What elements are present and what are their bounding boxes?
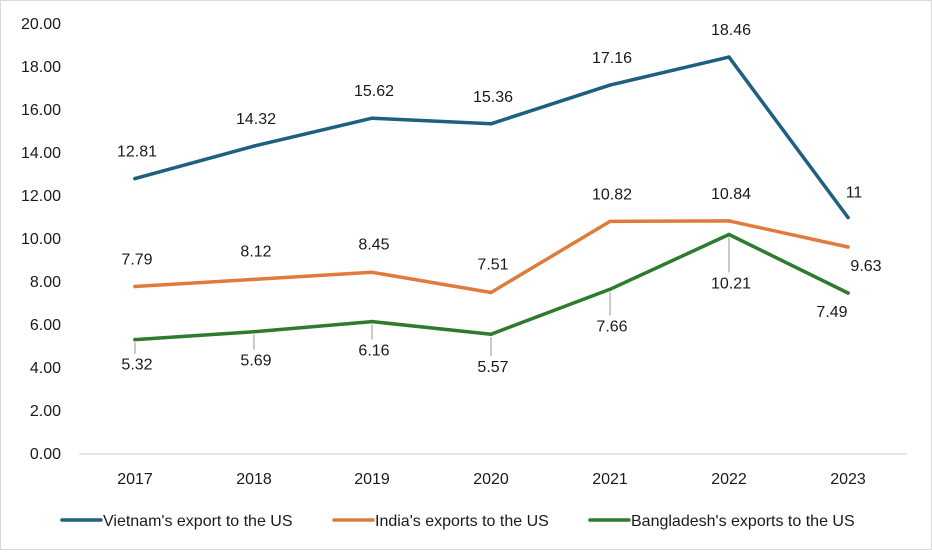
y-tick-label: 12.00 — [21, 188, 61, 205]
data-point-vietnam — [370, 116, 374, 120]
data-point-vietnam — [252, 144, 256, 148]
data-point-india — [370, 270, 374, 275]
data-point-vietnam — [133, 176, 137, 181]
y-tick-label: 2.00 — [30, 403, 61, 420]
data-point-india — [133, 284, 137, 289]
data-label-india: 8.12 — [240, 243, 271, 260]
data-label-vietnam: 17.16 — [592, 50, 632, 67]
x-tick-label: 2021 — [592, 471, 628, 488]
y-tick-label: 20.00 — [21, 16, 61, 33]
y-tick-label: 4.00 — [30, 360, 61, 377]
data-point-bangladesh — [846, 291, 850, 295]
data-label-bangladesh: 5.69 — [240, 353, 271, 370]
x-tick-label: 2023 — [830, 471, 866, 488]
data-label-vietnam: 15.62 — [354, 83, 394, 100]
data-point-vietnam — [727, 55, 731, 59]
data-point-india — [846, 245, 850, 249]
data-label-vietnam: 14.32 — [236, 111, 276, 128]
data-label-india: 10.84 — [711, 186, 751, 203]
data-point-vietnam — [489, 122, 493, 126]
data-label-vietnam: 18.46 — [711, 22, 751, 39]
x-tick-label: 2020 — [473, 471, 509, 488]
data-point-india — [727, 219, 731, 223]
data-point-bangladesh — [489, 332, 493, 337]
legend-label-india: India's exports to the US — [375, 513, 549, 530]
data-labels: 12.81 14.32 15.62 15.36 17.16 18.46 11 7.79 8.12… — [117, 22, 882, 376]
data-label-vietnam: 15.36 — [473, 89, 513, 106]
x-tick-label: 2022 — [711, 471, 747, 488]
data-label-vietnam: 11 — [846, 185, 863, 202]
y-tick-label: 16.00 — [21, 102, 61, 119]
data-label-india: 7.79 — [121, 252, 152, 269]
data-label-bangladesh: 10.21 — [711, 275, 751, 292]
legend-label-vietnam: Vietnam's export to the US — [103, 513, 293, 530]
data-label-leaders — [134, 237, 730, 357]
data-label-bangladesh: 5.57 — [477, 359, 508, 376]
data-label-india: 10.82 — [592, 186, 632, 203]
y-tick-label: 8.00 — [30, 274, 61, 291]
y-tick-label: 0.00 — [30, 446, 61, 463]
data-label-india: 8.45 — [358, 236, 389, 253]
data-label-vietnam: 12.81 — [117, 144, 157, 161]
data-point-india — [252, 277, 256, 282]
data-point-bangladesh — [727, 232, 731, 237]
legend-label-bangladesh: Bangladesh's exports to the US — [631, 513, 855, 530]
data-point-bangladesh — [252, 329, 256, 334]
data-point-bangladesh — [370, 319, 374, 324]
data-point-vietnam — [608, 83, 612, 87]
x-axis: 2017 2018 2019 2020 2021 2022 2023 — [117, 471, 866, 488]
data-label-india: 7.51 — [477, 257, 508, 274]
y-tick-label: 14.00 — [21, 145, 61, 162]
data-point-india — [608, 219, 612, 224]
data-point-india — [489, 290, 493, 295]
y-tick-label: 18.00 — [21, 59, 61, 76]
data-point-bangladesh — [133, 337, 137, 342]
data-label-bangladesh: 5.32 — [121, 357, 152, 374]
y-axis: 0.00 2.00 4.00 6.00 8.00 10.00 12.00 14.00 16.00… — [21, 16, 61, 463]
series-lines — [133, 55, 850, 342]
data-point-bangladesh — [608, 287, 612, 292]
x-tick-label: 2019 — [354, 471, 390, 488]
data-label-bangladesh: 7.66 — [596, 318, 627, 335]
legend: Vietnam's export to the US India's export… — [60, 513, 855, 530]
data-label-india: 9.63 — [850, 258, 881, 275]
data-label-bangladesh: 7.49 — [816, 304, 847, 321]
x-tick-label: 2018 — [236, 471, 272, 488]
x-tick-label: 2017 — [117, 471, 153, 488]
data-point-vietnam — [846, 215, 850, 220]
y-tick-label: 10.00 — [21, 231, 61, 248]
data-label-bangladesh: 6.16 — [358, 343, 389, 360]
y-tick-label: 6.00 — [30, 317, 61, 334]
